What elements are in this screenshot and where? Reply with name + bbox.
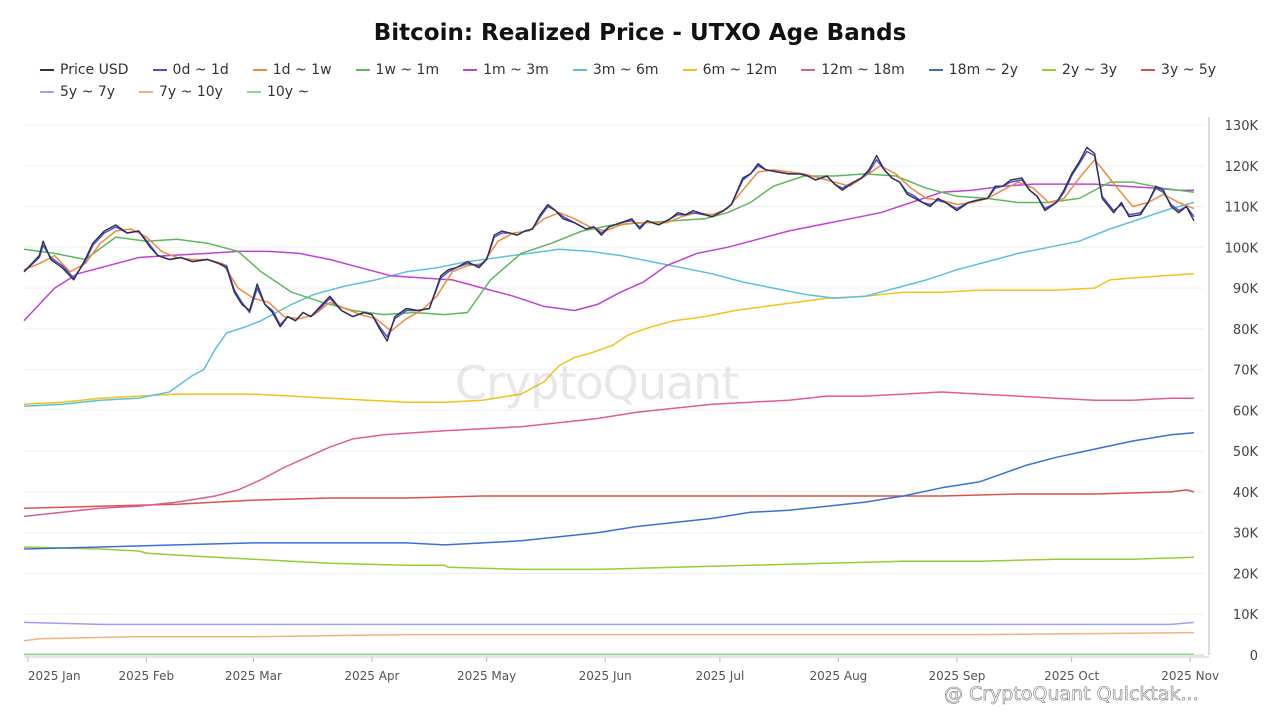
chart-legend: Price USD 0d ~ 1d 1d ~ 1w 1w ~ 1m 1m ~ 3m 3m … xyxy=(40,61,1260,101)
y-tick-label: 120K xyxy=(1225,160,1259,175)
legend-swatch xyxy=(40,69,54,71)
legend-label: Price USD xyxy=(60,62,129,78)
legend-swatch xyxy=(252,69,267,71)
series-line xyxy=(23,183,1194,322)
x-tick-label: 2025 Jul xyxy=(695,669,744,683)
series-line xyxy=(23,391,1194,518)
series-line xyxy=(23,158,1195,332)
x-tick-label: 2025 Nov xyxy=(1161,669,1219,683)
x-tick-label: 2025 Jan xyxy=(28,669,81,683)
y-tick-label: 10K xyxy=(1233,608,1259,623)
legend-item[interactable]: 3y ~ 5y xyxy=(1141,61,1216,79)
x-tick-label: 2025 Mar xyxy=(225,669,282,683)
y-tick-label: 30K xyxy=(1233,527,1259,542)
legend-item[interactable]: 3m ~ 6m xyxy=(572,61,659,79)
legend-swatch xyxy=(463,69,478,71)
legend-label: 1w ~ 1m xyxy=(375,62,440,78)
legend-label: 18m ~ 2y xyxy=(948,62,1019,78)
legend-item[interactable]: Price USD xyxy=(40,61,129,79)
y-tick-label: 130K xyxy=(1225,119,1259,134)
series-lines xyxy=(23,146,1195,655)
series-line xyxy=(23,489,1195,509)
x-tick-label: 2025 Aug xyxy=(810,669,868,683)
x-tick-label: 2025 Oct xyxy=(1044,669,1099,683)
legend-item[interactable]: 18m ~ 2y xyxy=(928,61,1019,79)
y-tick-label: 60K xyxy=(1233,404,1259,419)
y-tick-label: 100K xyxy=(1225,241,1259,256)
series-line xyxy=(23,432,1195,550)
legend-swatch xyxy=(682,69,697,71)
legend-swatch xyxy=(355,69,370,71)
legend-swatch xyxy=(40,91,54,93)
y-tick-label: 90K xyxy=(1233,282,1259,297)
x-tick-label: 2025 Jun xyxy=(579,669,632,683)
x-tick-label: 2025 Sep xyxy=(928,669,985,683)
legend-label: 5y ~ 7y xyxy=(60,84,116,100)
gridlines xyxy=(24,124,1204,656)
legend-item[interactable]: 2y ~ 3y xyxy=(1042,61,1117,79)
legend-item[interactable]: 12m ~ 18m xyxy=(801,61,905,79)
legend-swatch xyxy=(152,69,167,71)
series-line xyxy=(23,146,1195,342)
series-line xyxy=(23,150,1195,338)
legend-swatch xyxy=(1042,69,1057,71)
legend-item[interactable]: 1w ~ 1m xyxy=(355,61,440,79)
legend-label: 1d ~ 1w xyxy=(272,62,332,78)
legend-item[interactable]: 6m ~ 12m xyxy=(682,61,778,79)
legend-label: 3y ~ 5y xyxy=(1161,62,1217,78)
x-tick-label: 2025 Apr xyxy=(344,669,399,683)
legend-item[interactable]: 5y ~ 7y xyxy=(40,83,115,101)
legend-label: 1m ~ 3m xyxy=(483,62,549,78)
x-tick-label: 2025 Feb xyxy=(119,669,175,683)
series-line xyxy=(23,631,1195,642)
legend-swatch xyxy=(572,69,587,71)
y-tick-label: 50K xyxy=(1233,445,1259,460)
legend-label: 2y ~ 3y xyxy=(1062,62,1118,78)
legend-swatch xyxy=(1141,69,1156,71)
legend-swatch xyxy=(928,69,943,71)
legend-label: 7y ~ 10y xyxy=(159,84,223,100)
y-tick-label: 80K xyxy=(1233,323,1259,338)
legend-label: 0d ~ 1d xyxy=(172,62,229,78)
y-tick-label: 40K xyxy=(1233,486,1259,501)
x-tick-label: 2025 May xyxy=(457,669,516,683)
legend-label: 12m ~ 18m xyxy=(821,62,905,78)
legend-swatch xyxy=(246,91,261,93)
series-line xyxy=(23,546,1195,571)
axes: 130K 120K 110K 100K 90K 80K 70K 60K 50K 40K 30K 20K… xyxy=(24,117,1258,683)
y-tick-label: 110K xyxy=(1225,201,1259,216)
legend-swatch xyxy=(801,69,816,71)
legend-swatch xyxy=(139,91,154,93)
y-tick-label: 0 xyxy=(1250,649,1258,664)
series-line xyxy=(23,621,1195,626)
y-tick-label: 20K xyxy=(1233,567,1259,582)
credit-watermark: @ CryptoQuant Quicktak... xyxy=(944,683,1199,706)
legend-label: 3m ~ 6m xyxy=(592,62,659,78)
series-line xyxy=(23,173,1195,316)
legend-item[interactable]: 0d ~ 1d xyxy=(152,61,229,79)
legend-item[interactable]: 1m ~ 3m xyxy=(463,61,549,79)
y-tick-label: 70K xyxy=(1233,364,1259,379)
legend-item[interactable]: 1d ~ 1w xyxy=(252,61,332,79)
legend-label: 10y ~ xyxy=(266,84,310,100)
series-line xyxy=(23,201,1195,408)
legend-item[interactable]: 7y ~ 10y xyxy=(139,83,223,101)
legend-item[interactable]: 10y ~ xyxy=(246,83,310,101)
series-line xyxy=(23,273,1195,406)
legend-label: 6m ~ 12m xyxy=(702,62,778,78)
chart-title: Bitcoin: Realized Price - UTXO Age Bands xyxy=(373,20,907,46)
